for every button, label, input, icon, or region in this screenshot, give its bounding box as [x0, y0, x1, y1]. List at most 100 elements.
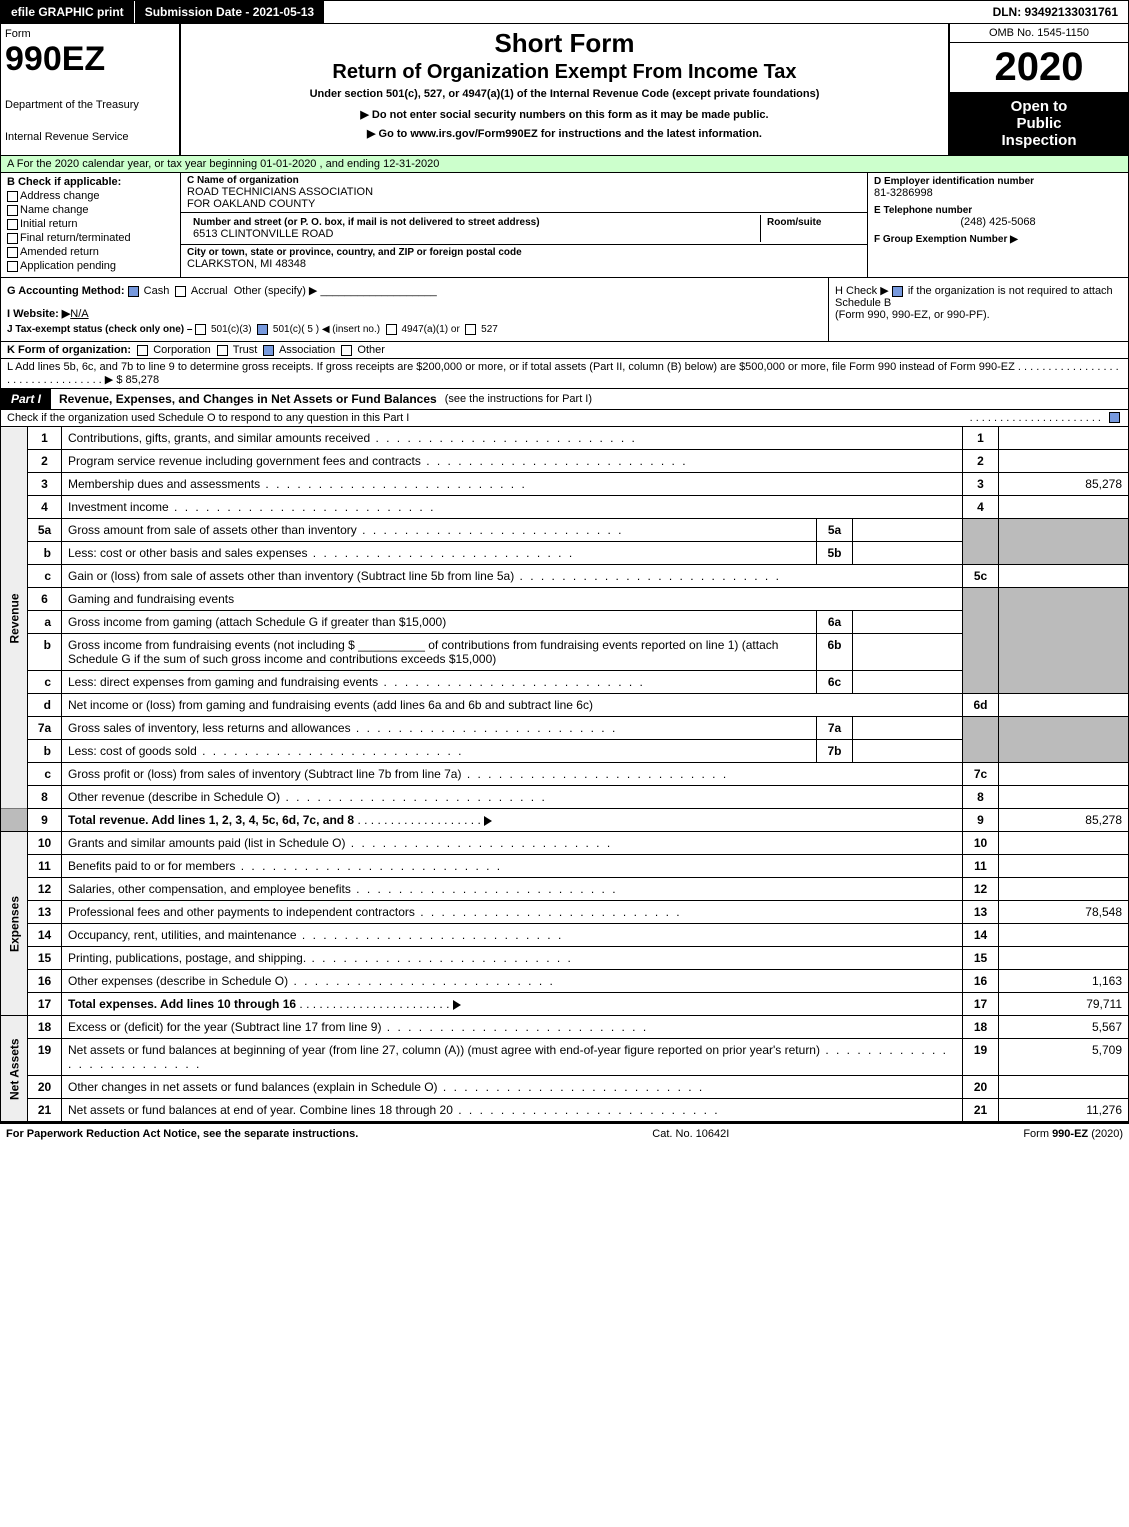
open-line3: Inspection [956, 132, 1122, 149]
short-form-title: Short Form [187, 28, 942, 59]
j-tax-exempt: J Tax-exempt status (check only one) – 5… [7, 324, 822, 335]
amt-19: 5,709 [999, 1039, 1129, 1076]
cb-4947[interactable] [386, 324, 397, 335]
open-line2: Public [956, 115, 1122, 132]
info-grid: B Check if applicable: Address change Na… [0, 173, 1129, 278]
tel-label: E Telephone number [874, 205, 1122, 216]
line-14-text: Occupancy, rent, utilities, and maintena… [62, 924, 963, 947]
city-label: City or town, state or province, country… [187, 247, 861, 258]
vtab-revenue: Revenue [1, 427, 28, 809]
cb-cash[interactable] [128, 286, 139, 297]
cb-accrual[interactable] [175, 286, 186, 297]
city-value: CLARKSTON, MI 48348 [187, 258, 861, 270]
omb-number: OMB No. 1545-1150 [950, 24, 1128, 43]
line-11-text: Benefits paid to or for members [62, 855, 963, 878]
goto-pre: ▶ Go to [367, 128, 410, 140]
part-1-tag: Part I [1, 389, 51, 409]
ein-label: D Employer identification number [874, 176, 1122, 187]
dln-label: DLN: 93492133031761 [983, 1, 1128, 23]
cb-trust[interactable] [217, 345, 228, 356]
line-17-text: Total expenses. Add lines 10 through 16 … [62, 993, 963, 1016]
room-label: Room/suite [767, 217, 855, 228]
cb-address-change[interactable]: Address change [7, 190, 174, 202]
line-4-text: Investment income [62, 496, 963, 519]
paperwork-notice: For Paperwork Reduction Act Notice, see … [6, 1128, 358, 1140]
amt-16: 1,163 [999, 970, 1129, 993]
goto-line: ▶ Go to www.irs.gov/Form990EZ for instru… [187, 127, 942, 140]
org-name-label: C Name of organization [187, 175, 861, 186]
top-bar: efile GRAPHIC print Submission Date - 20… [0, 0, 1129, 24]
cb-amended-return[interactable]: Amended return [7, 246, 174, 258]
cb-other[interactable] [341, 345, 352, 356]
ln-1: 1 [28, 427, 62, 450]
line-7c-text: Gross profit or (loss) from sales of inv… [62, 763, 963, 786]
l-gross-receipts: L Add lines 5b, 6c, and 7b to line 9 to … [0, 359, 1129, 389]
cb-527[interactable] [465, 324, 476, 335]
part-1-header: Part I Revenue, Expenses, and Changes in… [0, 389, 1129, 410]
arrow-icon [484, 816, 492, 826]
cb-schedule-o[interactable] [1109, 412, 1120, 423]
line-5b-text: Less: cost or other basis and sales expe… [62, 542, 817, 565]
part-1-check-o: Check if the organization used Schedule … [0, 410, 1129, 427]
open-to-public: Open to Public Inspection [950, 92, 1128, 155]
line-3-text: Membership dues and assessments [62, 473, 963, 496]
line-9-text: Total revenue. Add lines 1, 2, 3, 4, 5c,… [62, 809, 963, 832]
street-value: 6513 CLINTONVILLE ROAD [193, 228, 754, 240]
efile-print-button[interactable]: efile GRAPHIC print [1, 1, 135, 23]
line-8-text: Other revenue (describe in Schedule O) [62, 786, 963, 809]
line-10-text: Grants and similar amounts paid (list in… [62, 832, 963, 855]
group-exemption-label: F Group Exemption Number ▶ [874, 234, 1122, 245]
submission-date-label: Submission Date - 2021-05-13 [135, 1, 324, 23]
cb-h-not-required[interactable] [892, 286, 903, 297]
col-d-ids: D Employer identification number 81-3286… [868, 173, 1128, 277]
ein-value: 81-3286998 [874, 187, 1122, 199]
line-7a-text: Gross sales of inventory, less returns a… [62, 717, 817, 740]
col-c-org-info: C Name of organization ROAD TECHNICIANS … [181, 173, 868, 277]
cb-name-change[interactable]: Name change [7, 204, 174, 216]
cb-501c[interactable] [257, 324, 268, 335]
dept-treasury: Department of the Treasury [5, 99, 175, 111]
amt-21: 11,276 [999, 1099, 1129, 1122]
line-21-text: Net assets or fund balances at end of ye… [62, 1099, 963, 1122]
k-form-org: K Form of organization: Corporation Trus… [0, 342, 1129, 359]
line-6a-text: Gross income from gaming (attach Schedul… [62, 611, 817, 634]
cb-initial-return[interactable]: Initial return [7, 218, 174, 230]
cb-assoc[interactable] [263, 345, 274, 356]
arrow-icon [453, 1000, 461, 1010]
vtab-netassets: Net Assets [1, 1016, 28, 1122]
goto-post: for instructions and the latest informat… [541, 128, 762, 140]
line-12-text: Salaries, other compensation, and employ… [62, 878, 963, 901]
line-19-text: Net assets or fund balances at beginning… [62, 1039, 963, 1076]
line-6b-text: Gross income from fundraising events (no… [62, 634, 817, 671]
line-6d-text: Net income or (loss) from gaming and fun… [62, 694, 963, 717]
amt-13: 78,548 [999, 901, 1129, 924]
goto-link[interactable]: www.irs.gov/Form990EZ [410, 128, 537, 140]
form-header: Form 990EZ Department of the Treasury In… [0, 24, 1129, 156]
org-name-1: ROAD TECHNICIANS ASSOCIATION [187, 186, 861, 198]
g-accounting: G Accounting Method: Cash Accrual Other … [7, 284, 822, 297]
line-16-text: Other expenses (describe in Schedule O) [62, 970, 963, 993]
ssn-warning: ▶ Do not enter social security numbers o… [187, 108, 942, 121]
line-5c-text: Gain or (loss) from sale of assets other… [62, 565, 963, 588]
line-7b-text: Less: cost of goods sold [62, 740, 817, 763]
cb-final-return[interactable]: Final return/terminated [7, 232, 174, 244]
form-footer: Form 990-EZ (2020) [1023, 1128, 1123, 1140]
line-1-text: Contributions, gifts, grants, and simila… [62, 427, 963, 450]
return-title: Return of Organization Exempt From Incom… [187, 61, 942, 84]
cb-application-pending[interactable]: Application pending [7, 260, 174, 272]
gh-row: G Accounting Method: Cash Accrual Other … [0, 278, 1129, 342]
cb-corp[interactable] [137, 345, 148, 356]
col-b-checkboxes: B Check if applicable: Address change Na… [1, 173, 181, 277]
h-check: H Check ▶ if the organization is not req… [828, 278, 1128, 341]
page-footer: For Paperwork Reduction Act Notice, see … [0, 1122, 1129, 1144]
tax-year: 2020 [950, 43, 1128, 92]
lines-table: Revenue 1Contributions, gifts, grants, a… [0, 427, 1129, 1122]
line-13-text: Professional fees and other payments to … [62, 901, 963, 924]
amt-18: 5,567 [999, 1016, 1129, 1039]
dept-irs: Internal Revenue Service [5, 131, 175, 143]
line-6c-text: Less: direct expenses from gaming and fu… [62, 671, 817, 694]
amt-9: 85,278 [999, 809, 1129, 832]
line-6-text: Gaming and fundraising events [62, 588, 963, 611]
cb-501c3[interactable] [195, 324, 206, 335]
i-website: I Website: ▶N/A [7, 307, 822, 320]
